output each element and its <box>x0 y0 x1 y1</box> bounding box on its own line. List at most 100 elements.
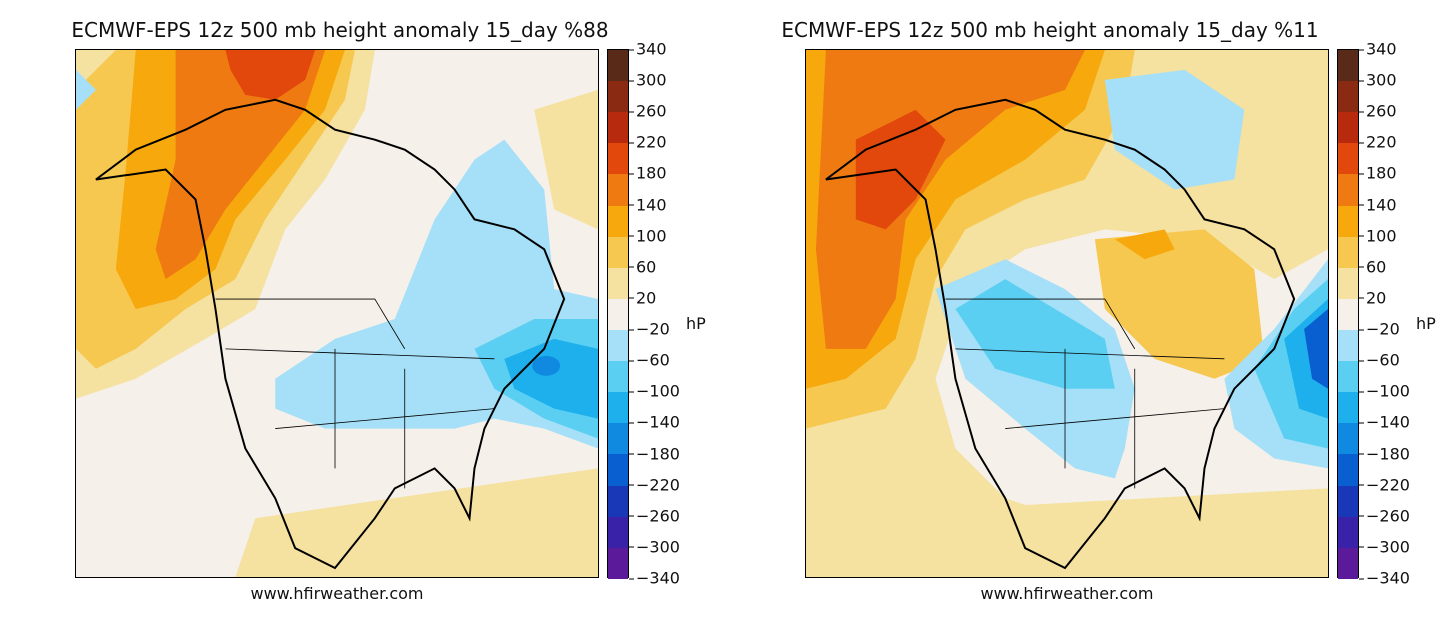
colorbar-segment <box>1338 112 1358 144</box>
colorbar-tick-label: 260 <box>1359 101 1397 121</box>
colorbar-segment <box>1338 423 1358 455</box>
warm-band-south <box>235 468 598 577</box>
colorbar-segment <box>608 81 628 113</box>
anomaly-map <box>805 49 1329 578</box>
cold-contour-central-60 <box>955 279 1115 389</box>
colorbar-tick-label: −140 <box>629 412 680 432</box>
colorbar-segment <box>608 361 628 393</box>
colorbar-segment <box>608 298 628 330</box>
colorbar-segment <box>1338 454 1358 486</box>
colorbar-segment <box>608 267 628 299</box>
colorbar-tick-label: 260 <box>629 101 667 121</box>
colorbar-tick-label: 20 <box>628 288 657 308</box>
colorbar-tick-label: 180 <box>629 163 667 183</box>
colorbar-segment <box>608 143 628 175</box>
colorbar-tick-label: −220 <box>629 475 680 495</box>
colorbar-segment <box>608 329 628 362</box>
right-map-panel: ECMWF-EPS 12z 500 mb height anomaly 15_d… <box>730 0 1456 626</box>
cold-contour-nw <box>76 69 96 110</box>
colorbar-segment <box>1338 50 1358 82</box>
colorbar-segment <box>1338 143 1358 175</box>
colorbar-tick-label: −220 <box>1359 475 1410 495</box>
colorbar-tick-label: 300 <box>1359 70 1397 90</box>
colorbar-tick-label: 220 <box>1359 132 1397 152</box>
warm-contour-220 <box>855 109 946 230</box>
colorbar-tick-label: 140 <box>1359 195 1397 215</box>
colorbar-tick-label: −260 <box>1359 506 1410 526</box>
anomaly-map-svg <box>76 50 598 577</box>
colorbar-tick-label: −100 <box>1359 381 1410 401</box>
colorbar-tick-label: −260 <box>629 506 680 526</box>
anomaly-map <box>75 49 599 578</box>
cold-core <box>532 355 561 376</box>
colorbar-segment <box>1338 298 1358 330</box>
colorbar-segment <box>1338 329 1358 362</box>
colorbar-tick-label: −100 <box>629 381 680 401</box>
warm-band-south <box>955 488 1328 577</box>
colorbar-tick-label: 60 <box>628 257 657 277</box>
cold-contour-100 <box>504 338 598 419</box>
colorbar-segment <box>608 236 628 268</box>
colorbar-segment <box>1338 516 1358 548</box>
colorbar-segment <box>1338 547 1358 579</box>
anomaly-map-svg <box>806 50 1328 577</box>
colorbar-tick-label: 140 <box>629 195 667 215</box>
warm-contour-east-canada-core <box>1114 229 1175 260</box>
site-credit: www.hfirweather.com <box>250 584 424 603</box>
warm-contour-180 <box>815 50 1085 349</box>
colorbar-tick-label: −180 <box>1359 444 1410 464</box>
colorbar-tick-label: −340 <box>629 568 680 588</box>
colorbar-segment <box>608 454 628 486</box>
warm-contour-180 <box>155 50 326 280</box>
colorbar-tick-label: −300 <box>1359 537 1410 557</box>
colorbar-tick-label: 220 <box>629 132 667 152</box>
colorbar-tick-label: 340 <box>629 39 667 59</box>
colorbar-ticks: 340 300 260 220 180 140 100 60 20 −20 −60 −100 −140 −… <box>628 40 706 588</box>
colorbar-segment <box>608 112 628 144</box>
colorbar-segment <box>1338 81 1358 113</box>
colorbar-tick-label: −340 <box>1359 568 1410 588</box>
cold-contour-atlantic-180 <box>1304 309 1328 389</box>
coastline <box>825 98 1296 570</box>
colorbar-tick-label: 100 <box>1359 226 1397 246</box>
panel-title: ECMWF-EPS 12z 500 mb height anomaly 15_d… <box>71 18 609 42</box>
state-borders <box>945 298 1225 489</box>
state-borders <box>215 298 495 489</box>
colorbar-tick-label: 180 <box>1359 163 1397 183</box>
colorbar-tick-label: 60 <box>1358 257 1387 277</box>
colorbar-tick-label: −140 <box>1359 412 1410 432</box>
colorbar-segment <box>608 485 628 517</box>
colorbar-segment <box>1338 485 1358 517</box>
colorbar-segment <box>608 205 628 237</box>
colorbar-segment <box>1338 174 1358 206</box>
colorbar-tick-label: −20 <box>629 319 670 339</box>
warm-contour-220 <box>225 50 316 100</box>
warm-contour-ne <box>534 89 598 230</box>
colorbar-segment <box>608 423 628 455</box>
unit-label: hP <box>1416 314 1436 333</box>
unit-label: hP <box>686 314 706 333</box>
colorbar-segment <box>1338 361 1358 393</box>
colorbar-tick-label: 20 <box>1358 288 1387 308</box>
colorbar <box>607 49 629 579</box>
colorbar-tick-label: −300 <box>629 537 680 557</box>
colorbar-tick-label: 340 <box>1359 39 1397 59</box>
colorbar-segment <box>608 392 628 424</box>
colorbar-tick-label: 100 <box>629 226 667 246</box>
panel-title: ECMWF-EPS 12z 500 mb height anomaly 15_d… <box>781 18 1319 42</box>
colorbar-tick-label: 300 <box>629 70 667 90</box>
colorbar-segment <box>1338 392 1358 424</box>
cold-contour-north <box>1104 69 1245 190</box>
colorbar-tick-label: −60 <box>1359 350 1400 370</box>
colorbar-segment <box>608 50 628 82</box>
left-map-panel: ECMWF-EPS 12z 500 mb height anomaly 15_d… <box>71 18 706 603</box>
colorbar-segment <box>608 547 628 579</box>
colorbar-tick-label: −60 <box>629 350 670 370</box>
colorbar-segment <box>1338 236 1358 268</box>
colorbar-segment <box>608 174 628 206</box>
colorbar <box>1337 49 1359 579</box>
site-credit: www.hfirweather.com <box>980 584 1154 603</box>
colorbar-segment <box>1338 205 1358 237</box>
colorbar-tick-label: −20 <box>1359 319 1400 339</box>
colorbar-segment <box>1338 267 1358 299</box>
